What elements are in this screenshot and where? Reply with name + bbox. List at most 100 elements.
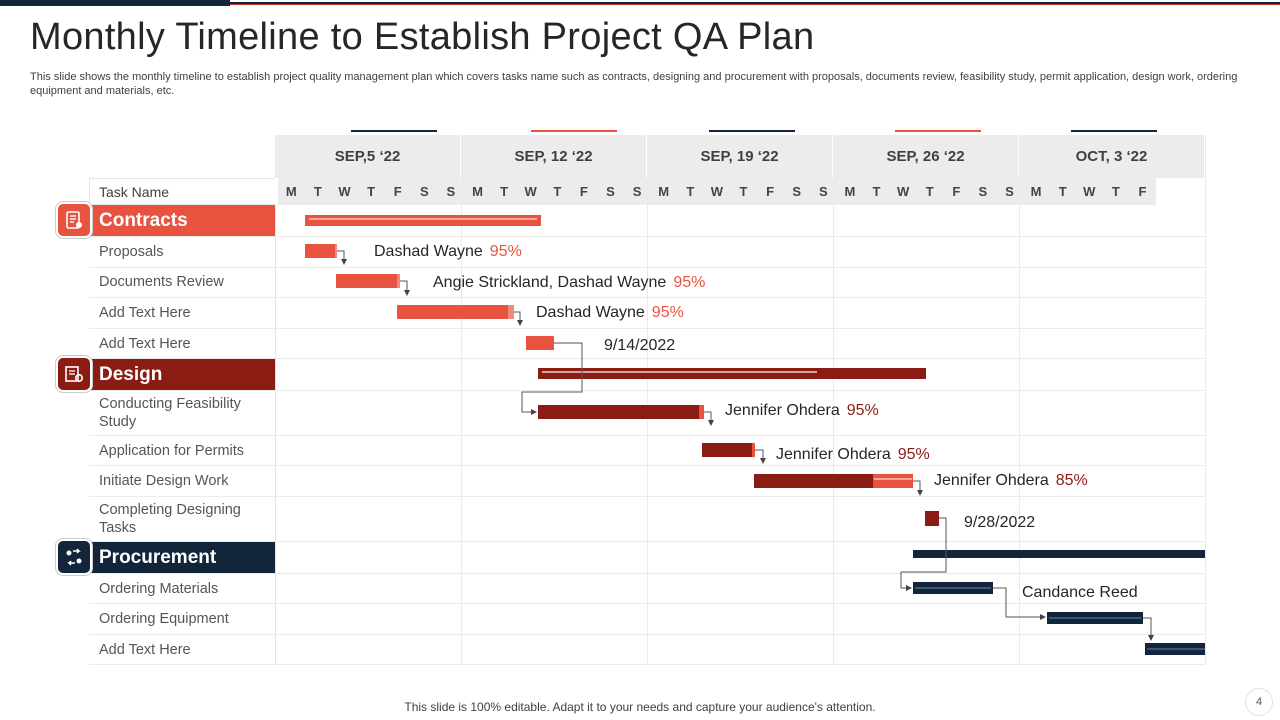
row-divider (89, 634, 1205, 635)
row-divider (89, 664, 1205, 665)
day-header-cell: M (836, 178, 864, 205)
milestone-designing-tasks (925, 511, 939, 526)
task-label-permits: Application for Permits (99, 443, 245, 459)
row-divider (89, 496, 1205, 497)
day-header-cell: W (889, 178, 917, 205)
annotation-milestone-2: 9/28/2022 (964, 514, 1036, 531)
week-header: SEP, 19 ‘22 (647, 135, 833, 178)
week-divider (461, 135, 462, 665)
page-subtitle: This slide shows the monthly timeline to… (30, 71, 1238, 97)
bar-design-work (754, 474, 913, 488)
row-divider (89, 541, 1205, 542)
task-label-feasibility: Conducting Feasibility Study (99, 396, 241, 430)
bar-proposals (305, 244, 337, 258)
task-label-ordering-materials: Ordering Materials (99, 581, 219, 597)
day-header-cell: T (863, 178, 890, 205)
day-header-cell: T (916, 178, 943, 205)
week-accent (531, 130, 617, 132)
week-accent (1071, 130, 1157, 132)
day-header-cell: W (703, 178, 731, 205)
day-header-cell: T (677, 178, 704, 205)
bar-add-text-3 (1145, 643, 1205, 655)
day-header-cell: M (1022, 178, 1050, 205)
milestone-add-text-2 (526, 336, 554, 350)
day-header-cell: T (1102, 178, 1130, 205)
page-title: Monthly Timeline to Establish Project QA… (30, 16, 815, 58)
week-divider (1205, 135, 1206, 665)
bar-permits (702, 443, 755, 457)
week-divider (833, 135, 834, 665)
annotation-permits: Jennifer Ohdera 95% (776, 446, 930, 463)
day-header-cell: S (969, 178, 997, 205)
day-header-cell: M (464, 178, 491, 205)
task-label-ordering-equipment: Ordering Equipment (99, 611, 229, 627)
day-header-cell: S (597, 178, 624, 205)
summary-bar-contracts (305, 215, 541, 226)
day-header-cell: W (331, 178, 358, 205)
day-header-cell: T (730, 178, 757, 205)
row-divider (89, 573, 1205, 574)
week-header: SEP, 12 ‘22 (461, 135, 647, 178)
row-divider (89, 297, 1205, 298)
bar-ordering-equipment (1047, 612, 1143, 624)
task-label-designing-tasks: Completing Designing Tasks (99, 502, 241, 536)
annotation-ordering-materials: Candance Reed (1022, 584, 1138, 601)
bar-ordering-materials (913, 582, 993, 594)
summary-bar-design (538, 368, 926, 379)
week-divider (275, 135, 276, 178)
week-accent (709, 130, 795, 132)
row-divider (89, 358, 1205, 359)
task-label-add-text-3: Add Text Here (99, 642, 191, 658)
row-divider (89, 435, 1205, 436)
task-label-add-text-1: Add Text Here (99, 305, 191, 321)
bar-documents-review (336, 274, 400, 288)
week-accent (351, 130, 437, 132)
task-label-design-work: Initiate Design Work (99, 473, 229, 489)
annotation-design-work: Jennifer Ohdera 85% (934, 472, 1088, 489)
day-header-cell: S (810, 178, 837, 205)
day-header-cell: F (384, 178, 411, 205)
week-header: OCT, 3 ‘22 (1019, 135, 1205, 178)
annotation-documents-review: Angie Strickland, Dashad Wayne 95% (433, 274, 706, 291)
bar-add-text-1 (397, 305, 514, 319)
page-number: 4 (1245, 688, 1273, 716)
day-header-cell: T (544, 178, 571, 205)
annotation-add-text-1: Dashad Wayne 95% (536, 304, 684, 321)
footer-note: This slide is 100% editable. Adapt it to… (404, 700, 876, 714)
row-divider (89, 465, 1205, 466)
category-procurement: Procurement (89, 542, 275, 573)
day-header-cell: S (623, 178, 651, 205)
category-contracts: Contracts (89, 205, 275, 236)
bar-feasibility (538, 405, 704, 419)
top-accent-bar (0, 0, 1280, 7)
task-label-proposals: Proposals (99, 244, 164, 260)
week-divider (1019, 135, 1020, 665)
day-header-cell: F (570, 178, 598, 205)
week-accent (895, 130, 981, 132)
day-header-cell: M (650, 178, 677, 205)
task-label-add-text-2: Add Text Here (99, 336, 191, 352)
day-header-cell: T (1049, 178, 1076, 205)
category-design: Design (89, 359, 275, 390)
exchange-icon (56, 539, 92, 575)
summary-bar-procurement (913, 550, 1205, 558)
task-label-documents-review: Documents Review (99, 274, 224, 290)
annotation-feasibility: Jennifer Ohdera 95% (725, 402, 879, 419)
day-header-cell: S (411, 178, 438, 205)
day-header-cell: F (943, 178, 970, 205)
day-header-cell: F (1129, 178, 1156, 205)
day-header-cell: M (278, 178, 305, 205)
week-header: SEP,5 ‘22 (275, 135, 461, 178)
blueprint-icon (56, 356, 92, 392)
row-divider (89, 603, 1205, 604)
day-header-cell: S (783, 178, 810, 205)
day-header-cell: T (490, 178, 518, 205)
row-divider (89, 236, 1205, 237)
row-divider (89, 267, 1205, 268)
annotation-proposals: Dashad Wayne 95% (374, 243, 522, 260)
week-header: SEP, 26 ‘22 (833, 135, 1019, 178)
row-divider (89, 328, 1205, 329)
annotation-milestone-1: 9/14/2022 (604, 337, 676, 354)
row-divider (89, 390, 1205, 391)
day-header-cell: S (437, 178, 465, 205)
